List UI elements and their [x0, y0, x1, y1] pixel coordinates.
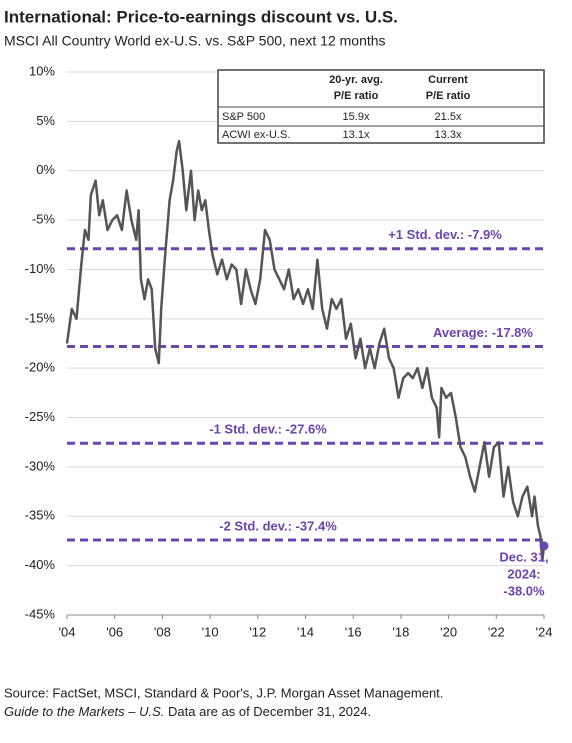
chart-title: International: Price-to-earnings discoun… — [4, 7, 398, 26]
end-label: 2024: — [507, 566, 540, 581]
x-tick-label: '06 — [106, 624, 123, 639]
footnote: Source: FactSet, MSCI, Standard & Poor's… — [4, 685, 443, 700]
x-tick-label: '12 — [249, 624, 266, 639]
footnote-rest: Data are as of December 31, 2024. — [164, 704, 371, 719]
y-tick-label: -30% — [25, 458, 56, 473]
y-tick-label: -10% — [25, 261, 56, 276]
x-tick-label: '08 — [154, 624, 171, 639]
y-tick-label: -5% — [32, 212, 56, 227]
table-cell: 13.3x — [435, 129, 462, 141]
reference-label: +1 Std. dev.: -7.9% — [388, 227, 502, 242]
reference-label: Average: -17.8% — [433, 325, 533, 340]
table-cell: S&P 500 — [222, 111, 265, 123]
x-tick-label: '04 — [59, 624, 76, 639]
x-tick-label: '18 — [392, 624, 409, 639]
data-line — [65, 139, 546, 562]
table-cell: 21.5x — [435, 111, 462, 123]
table-header: P/E ratio — [426, 90, 471, 102]
x-tick-label: '20 — [440, 624, 457, 639]
end-point — [539, 541, 549, 551]
x-tick-label: '14 — [297, 624, 314, 639]
y-tick-label: -45% — [25, 606, 56, 621]
table-cell: ACWI ex-U.S. — [222, 129, 290, 141]
y-tick-label: -35% — [25, 508, 56, 523]
y-tick-label: -40% — [25, 557, 56, 572]
x-tick-label: '22 — [488, 624, 505, 639]
footnote-italic: Guide to the Markets – U.S. — [4, 704, 164, 719]
y-tick-label: -15% — [25, 310, 56, 325]
y-tick-label: -20% — [25, 360, 56, 375]
footnote: Guide to the Markets – U.S. Data are as … — [4, 704, 371, 719]
y-tick-label: 10% — [29, 63, 55, 78]
y-tick-label: 5% — [36, 113, 55, 128]
table-header: Current — [428, 74, 468, 86]
table-cell: 13.1x — [343, 129, 370, 141]
y-tick-label: -25% — [25, 409, 56, 424]
chart-subtitle: MSCI All Country World ex-U.S. vs. S&P 5… — [4, 33, 386, 49]
table-header: P/E ratio — [334, 90, 379, 102]
end-label: -38.0% — [503, 583, 545, 598]
x-tick-label: '16 — [345, 624, 362, 639]
y-tick-label: 0% — [36, 162, 55, 177]
end-label: Dec. 31, — [499, 549, 548, 564]
table-cell: 15.9x — [343, 111, 370, 123]
x-tick-label: '10 — [202, 624, 219, 639]
table-header: 20-yr. avg. — [329, 74, 383, 86]
x-tick-label: '24 — [536, 624, 553, 639]
reference-label: -1 Std. dev.: -27.6% — [209, 422, 327, 437]
reference-label: -2 Std. dev.: -37.4% — [219, 518, 337, 533]
